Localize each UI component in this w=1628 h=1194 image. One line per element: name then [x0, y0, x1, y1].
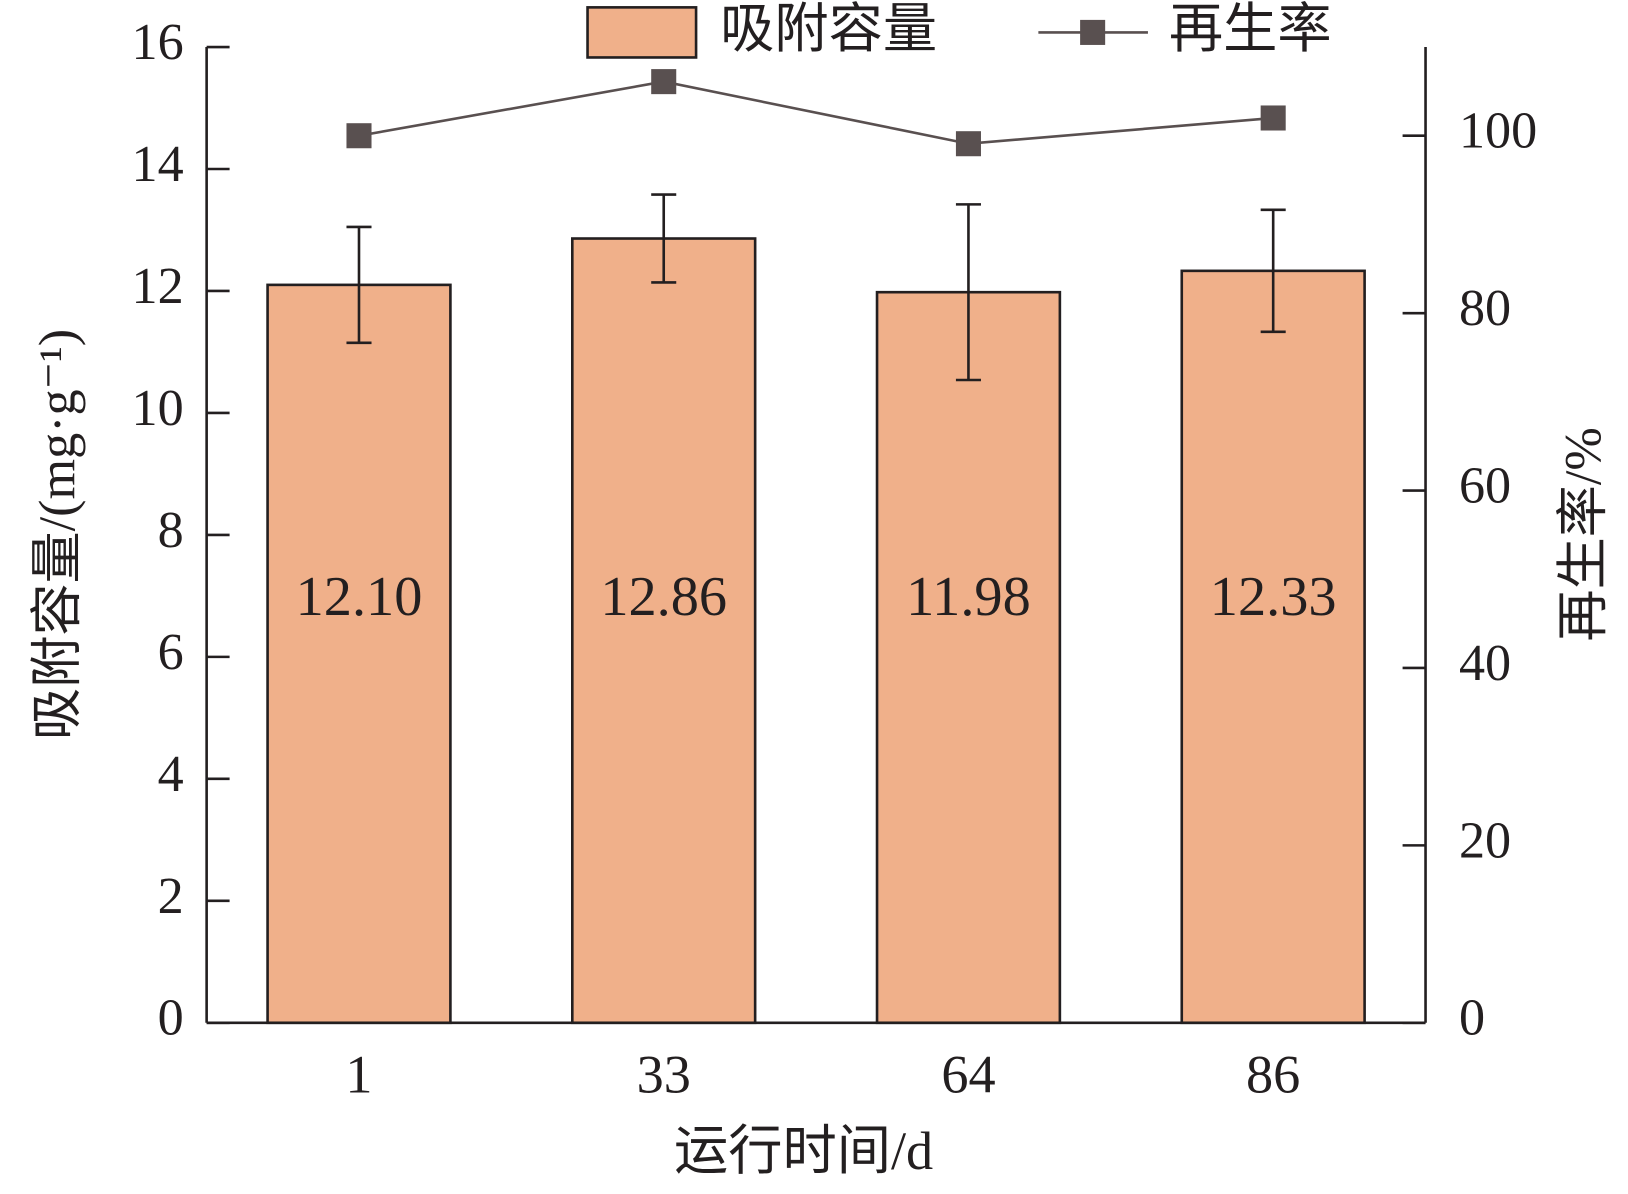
- marker: [346, 123, 372, 149]
- marker: [955, 131, 981, 157]
- x-tick-label: 86: [1246, 1045, 1300, 1105]
- y-tick-label: 6: [158, 624, 184, 681]
- y-tick-label: 14: [132, 136, 184, 193]
- x-tick-label: 64: [941, 1045, 995, 1105]
- legend-label: 再生率: [1169, 0, 1332, 59]
- bar: [1180, 269, 1366, 1025]
- y2-tick-label: 40: [1459, 635, 1511, 692]
- bar: [571, 237, 757, 1025]
- legend-swatch: [586, 6, 698, 59]
- bar: [266, 283, 452, 1025]
- value-label: 12.33: [1210, 566, 1337, 628]
- value-label: 12.10: [296, 566, 423, 628]
- x-tick-label: 1: [345, 1045, 372, 1105]
- x-axis-title: 运行时间/d: [674, 1121, 933, 1181]
- y-tick-label: 0: [158, 990, 184, 1047]
- y2-tick-label: 100: [1459, 103, 1537, 160]
- y2-axis-title: 再生率/%: [1555, 427, 1612, 641]
- x-tick-label: 33: [637, 1045, 691, 1105]
- y-tick-label: 16: [132, 14, 184, 71]
- y-tick-label: 2: [158, 868, 184, 925]
- y-tick-label: 8: [158, 502, 184, 559]
- y2-tick-label: 60: [1459, 458, 1511, 515]
- y2-tick-label: 20: [1459, 812, 1511, 869]
- y-tick-label: 4: [158, 746, 184, 803]
- value-label: 12.86: [600, 566, 727, 628]
- value-label: 11.98: [906, 566, 1031, 628]
- bar: [875, 290, 1062, 1025]
- y2-tick-label: 0: [1459, 990, 1485, 1047]
- legend-marker: [1080, 19, 1106, 45]
- y2-tick-label: 80: [1459, 280, 1511, 337]
- marker: [1260, 105, 1286, 131]
- line: [358, 80, 1274, 146]
- legend-label: 吸附容量: [720, 0, 937, 59]
- y-axis-title: 吸附容量/(mg·g⁻¹): [30, 329, 87, 740]
- marker: [651, 69, 677, 95]
- y-tick-label: 10: [132, 380, 184, 437]
- y-tick-label: 12: [132, 258, 184, 315]
